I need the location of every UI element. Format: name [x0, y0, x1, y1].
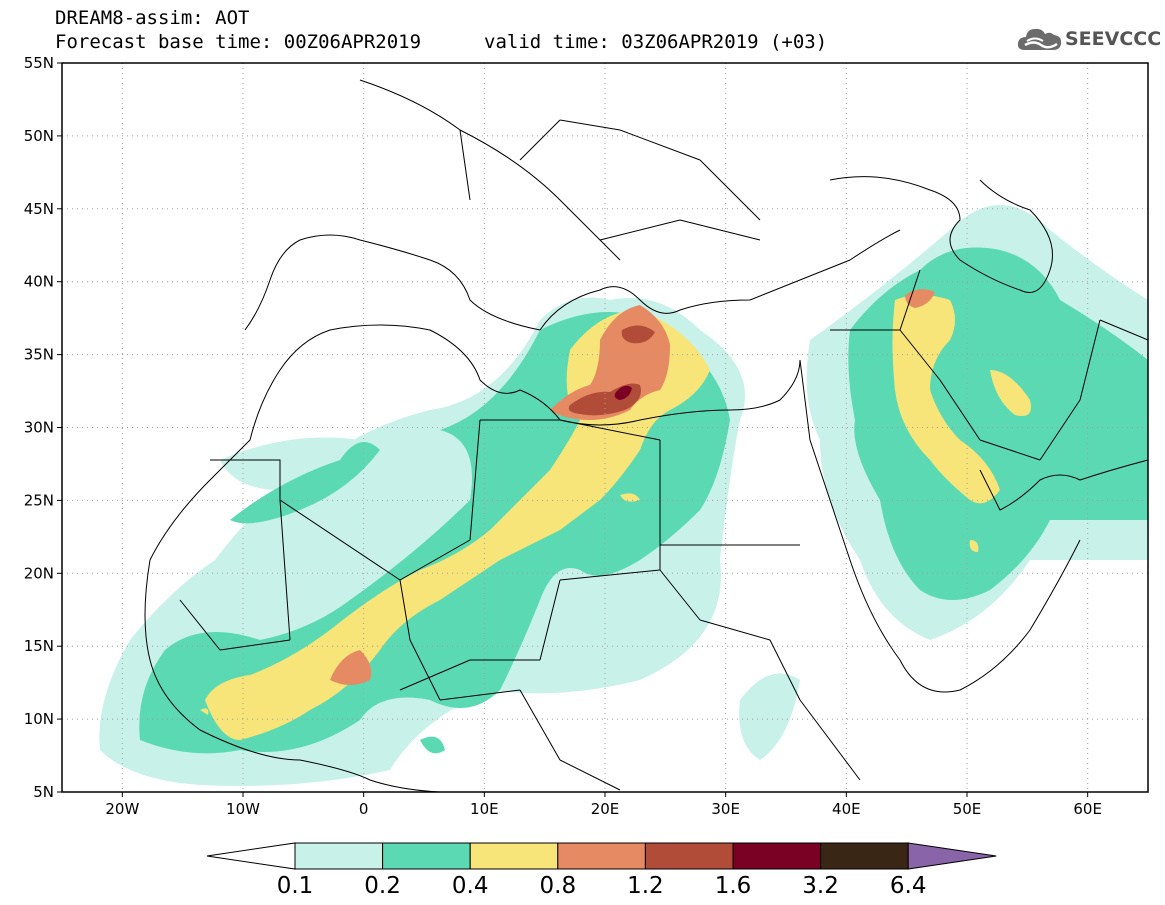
aot-field — [99, 205, 1148, 786]
seevccc-logo: SEEVCCC — [1017, 24, 1161, 56]
lat-label: 10N — [24, 710, 54, 728]
lat-label: 20N — [24, 564, 54, 582]
colorbar-segment — [469, 842, 559, 870]
colorbar-label: 0.1 — [277, 873, 314, 899]
colorbar-label: 0.8 — [540, 873, 577, 899]
valid-time: valid time: 03Z06APR2019 (+03) — [484, 31, 828, 53]
lat-label: 15N — [24, 637, 54, 655]
lat-label: 25N — [24, 491, 54, 509]
longitude-labels: 20W 10W 0 10E 20E 30E 40E 50E 60E — [105, 800, 1102, 818]
lat-label: 30N — [24, 419, 54, 437]
colorbar-extend-high — [907, 842, 997, 870]
colorbar-label: 1.6 — [715, 873, 752, 899]
lon-label: 40E — [832, 800, 861, 818]
aot-band-1.6 — [614, 385, 632, 400]
colorbar-label: 3.2 — [802, 873, 839, 899]
colorbar-segment — [644, 842, 734, 870]
axis-ticks — [57, 62, 1089, 797]
colorbar-label: 1.2 — [627, 873, 664, 899]
logo-text: SEEVCCC — [1065, 28, 1162, 50]
lon-label: 30E — [711, 800, 740, 818]
map-grid — [62, 63, 1148, 792]
colorbar-label: 6.4 — [890, 873, 927, 899]
lon-label: 50E — [953, 800, 982, 818]
colorbar-segment — [294, 842, 384, 870]
lat-label: 55N — [24, 54, 54, 72]
lon-label: 20W — [105, 800, 139, 818]
lon-label: 60E — [1073, 800, 1102, 818]
colorbar-segment — [820, 842, 909, 870]
colorbar-extend-low — [206, 842, 296, 870]
colorbar-labels: 0.1 0.2 0.4 0.8 1.2 1.6 3.2 6.4 — [277, 873, 927, 899]
colorbar-segment — [557, 842, 646, 870]
colorbar-segment — [382, 842, 471, 870]
lat-label: 40N — [24, 273, 54, 291]
lon-label: 20E — [591, 800, 620, 818]
colorbar-segment — [732, 842, 822, 870]
lon-label: 10E — [470, 800, 499, 818]
colorbar-label: 0.4 — [452, 873, 489, 899]
map-title: DREAM8-assim: AOT — [55, 7, 250, 29]
cloud-icon — [1017, 28, 1062, 50]
latitude-labels: 55N 50N 45N 40N 35N 30N 25N 20N 15N 10N 5N — [24, 54, 54, 801]
lat-label: 45N — [24, 200, 54, 218]
coastlines — [144, 79, 1148, 792]
colorbar-label: 0.2 — [364, 873, 401, 899]
colorbar — [206, 842, 997, 870]
lat-label: 50N — [24, 127, 54, 145]
forecast-base-time: Forecast base time: 00Z06APR2019 — [55, 31, 422, 53]
lat-label: 35N — [24, 346, 54, 364]
lat-label: 5N — [33, 783, 54, 801]
lon-label: 10W — [226, 800, 260, 818]
lon-label: 0 — [359, 800, 369, 818]
